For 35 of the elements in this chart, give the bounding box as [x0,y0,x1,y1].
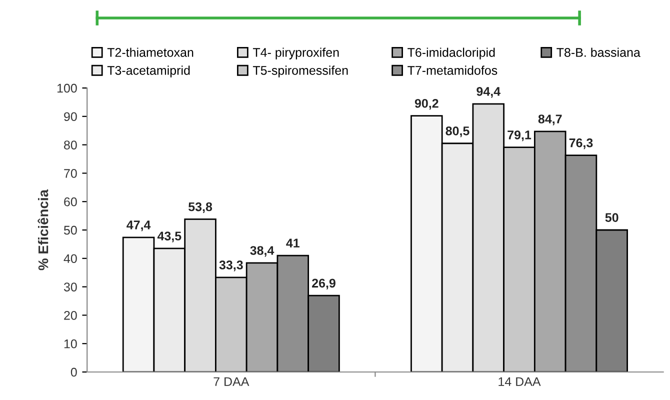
legend-label: T2-thiametoxan [107,48,194,57]
data-label: 41 [286,238,300,248]
y-tick-label: 30 [64,282,77,292]
data-label: 26,9 [312,278,336,290]
y-tick-label: 40 [64,254,77,264]
y-tick-label: 90 [64,112,77,122]
data-label: 33,3 [219,260,243,272]
data-label: 80,5 [446,126,470,138]
legend-label: T7-metamidofos [408,66,498,75]
data-label: 76,3 [569,138,593,150]
data-label: 50 [605,213,618,222]
y-tick-label: 70 [64,169,77,178]
data-label: 79,1 [508,130,532,142]
y-tick-label: 20 [64,311,77,320]
legend-label: T5-spiromessifen [252,66,348,78]
y-tick-label: 0 [70,368,77,377]
y-tick-label: 10 [64,339,77,348]
data-label: 94,4 [476,87,500,98]
legend-label: T6-imidacloripid [408,48,495,60]
x-tick-label: 14 DAA [498,377,541,386]
data-label: 53,8 [188,202,212,213]
y-axis-title: % Eficiência [38,189,48,270]
data-label: 43,5 [157,232,182,242]
legend-label: T3-acetamiprid [107,66,190,78]
y-tick-label: 50 [64,226,77,235]
y-tick-label: 60 [64,197,77,206]
data-label: 84,7 [538,114,562,126]
data-label: 38,4 [250,246,274,257]
legend-label: T4- piryproxifen [252,48,339,60]
data-label: 90,2 [414,98,438,110]
data-label: 47,4 [126,220,151,232]
x-tick-label: 7 DAA [214,377,250,386]
y-tick-label: 100 [57,84,77,93]
legend-label: T8-B. bassiana [556,48,640,57]
y-tick-label: 80 [64,140,77,150]
